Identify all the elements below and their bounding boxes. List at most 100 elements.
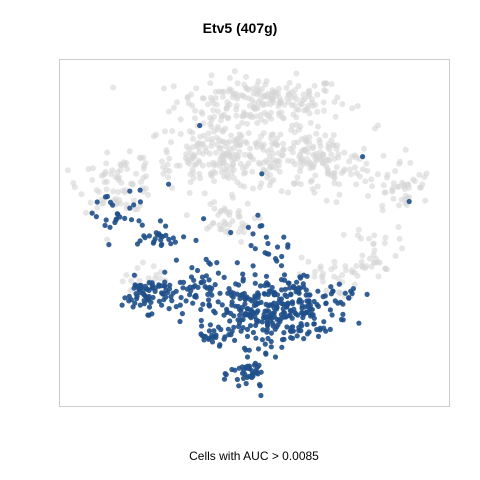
background-cell-point (265, 148, 271, 154)
background-cell-point (365, 193, 371, 199)
background-cell-point (390, 185, 396, 191)
highlighted-cell-point (213, 310, 218, 315)
highlighted-cell-point (228, 230, 233, 235)
background-cell-point (363, 161, 369, 167)
background-cell-point (276, 150, 282, 156)
highlighted-cell-point (258, 300, 263, 305)
highlighted-cell-point (131, 304, 136, 309)
highlighted-cell-point (198, 307, 203, 312)
background-cell-point (358, 236, 364, 242)
highlighted-cell-point (309, 312, 314, 317)
highlighted-cell-point (265, 241, 270, 246)
background-cell-point (227, 75, 233, 81)
background-cell-point (381, 153, 387, 159)
background-cell-point (174, 99, 180, 105)
highlighted-cell-point (315, 289, 320, 294)
highlighted-cell-point (205, 292, 210, 297)
background-cell-point (375, 171, 381, 177)
background-cell-point (239, 120, 245, 126)
highlighted-cell-point (171, 291, 176, 296)
background-cell-point (384, 175, 390, 181)
background-cell-point (323, 288, 329, 294)
background-cell-point (268, 96, 274, 102)
highlighted-cell-point (330, 312, 335, 317)
highlighted-cell-point (241, 317, 246, 322)
background-cell-point (243, 74, 249, 80)
background-cell-point (360, 166, 366, 172)
background-cell-point (190, 136, 196, 142)
background-cell-point (163, 147, 169, 153)
background-cell-point (178, 116, 184, 122)
highlighted-cell-point (141, 233, 146, 238)
highlighted-cell-point (167, 283, 172, 288)
background-cell-point (177, 163, 183, 169)
highlighted-cell-point (271, 301, 276, 306)
background-cell-point (283, 85, 289, 91)
background-cell-point (266, 160, 272, 166)
highlighted-cell-point (159, 303, 164, 308)
background-cell-point (254, 105, 260, 111)
x-axis-label: Cells with AUC > 0.0085 (0, 449, 480, 463)
background-cell-point (90, 165, 96, 171)
background-cell-point (397, 159, 403, 165)
background-cell-point (320, 271, 326, 277)
highlighted-cell-point (300, 303, 305, 308)
background-cell-point (376, 273, 382, 279)
background-cell-point (286, 92, 292, 98)
highlighted-cell-point (245, 375, 250, 380)
background-cell-point (201, 95, 207, 101)
background-cell-point (273, 165, 279, 171)
highlighted-cell-point (249, 243, 254, 248)
highlighted-cell-point (282, 272, 287, 277)
background-cell-point (212, 206, 218, 212)
highlighted-cell-point (253, 323, 258, 328)
background-cell-point (250, 86, 256, 92)
background-cell-point (361, 146, 367, 152)
highlighted-cell-point (132, 273, 137, 278)
highlighted-cell-point (288, 335, 293, 340)
highlighted-cell-point (263, 352, 268, 357)
background-cell-point (366, 236, 372, 242)
background-cell-point (192, 115, 198, 121)
background-cell-point (211, 129, 217, 135)
background-cell-point (118, 180, 124, 186)
highlighted-cell-point (201, 216, 206, 221)
background-cell-point (318, 143, 324, 149)
background-cell-point (241, 229, 247, 235)
background-cell-point (262, 82, 268, 88)
highlighted-cell-point (340, 312, 345, 317)
background-cell-point (236, 208, 242, 214)
background-cell-point (168, 139, 174, 145)
background-cell-point (226, 86, 232, 92)
background-cell-point (334, 199, 340, 205)
highlighted-cell-point (328, 327, 333, 332)
highlighted-cell-point (281, 235, 286, 240)
background-cell-point (369, 183, 375, 189)
background-cell-point (202, 190, 208, 196)
background-cell-point (166, 168, 172, 174)
background-cell-point (312, 269, 318, 275)
background-cell-point (290, 158, 296, 164)
background-cell-point (243, 85, 249, 91)
background-cell-point (232, 68, 238, 74)
background-cell-point (368, 176, 374, 182)
highlighted-cell-point (258, 283, 263, 288)
background-cell-point (162, 128, 168, 134)
background-cell-point (287, 80, 293, 86)
highlighted-cell-point (166, 237, 171, 242)
highlighted-cell-point (289, 308, 294, 313)
background-cell-point (185, 94, 191, 100)
background-cell-point (238, 161, 244, 167)
background-cell-point (280, 141, 286, 147)
highlighted-cell-point (197, 123, 202, 128)
background-cell-point (393, 253, 399, 259)
highlighted-cell-point (251, 263, 256, 268)
background-cell-point (238, 239, 244, 245)
background-cell-point (140, 260, 146, 266)
highlighted-cell-point (223, 371, 228, 376)
highlighted-cell-point (360, 154, 365, 159)
background-cell-point (115, 189, 121, 195)
highlighted-cell-point (266, 303, 271, 308)
highlighted-cell-point (129, 217, 134, 222)
background-cell-point (237, 182, 243, 188)
